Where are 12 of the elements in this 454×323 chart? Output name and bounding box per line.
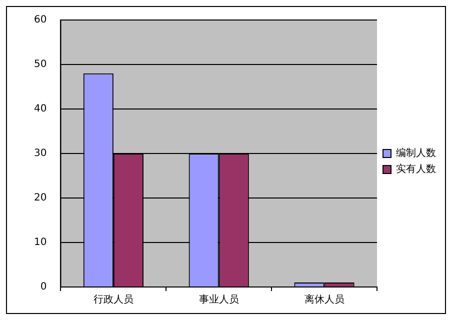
y-tick-label: 0 <box>40 282 47 293</box>
x-tick-label: 事业人员 <box>198 294 239 306</box>
legend-label: 编制人数 <box>396 147 436 160</box>
y-tick-label: 30 <box>34 148 47 160</box>
x-tick-label: 离休人员 <box>304 294 344 306</box>
y-tick-label: 40 <box>34 104 47 115</box>
x-tick-label: 行政人员 <box>93 294 134 306</box>
legend-label: 实有人数 <box>396 163 436 176</box>
y-tick-label: 60 <box>34 14 47 26</box>
y-tick-label: 20 <box>34 192 47 204</box>
y-tick-label: 10 <box>34 237 47 248</box>
y-tick-label: 50 <box>34 59 47 70</box>
